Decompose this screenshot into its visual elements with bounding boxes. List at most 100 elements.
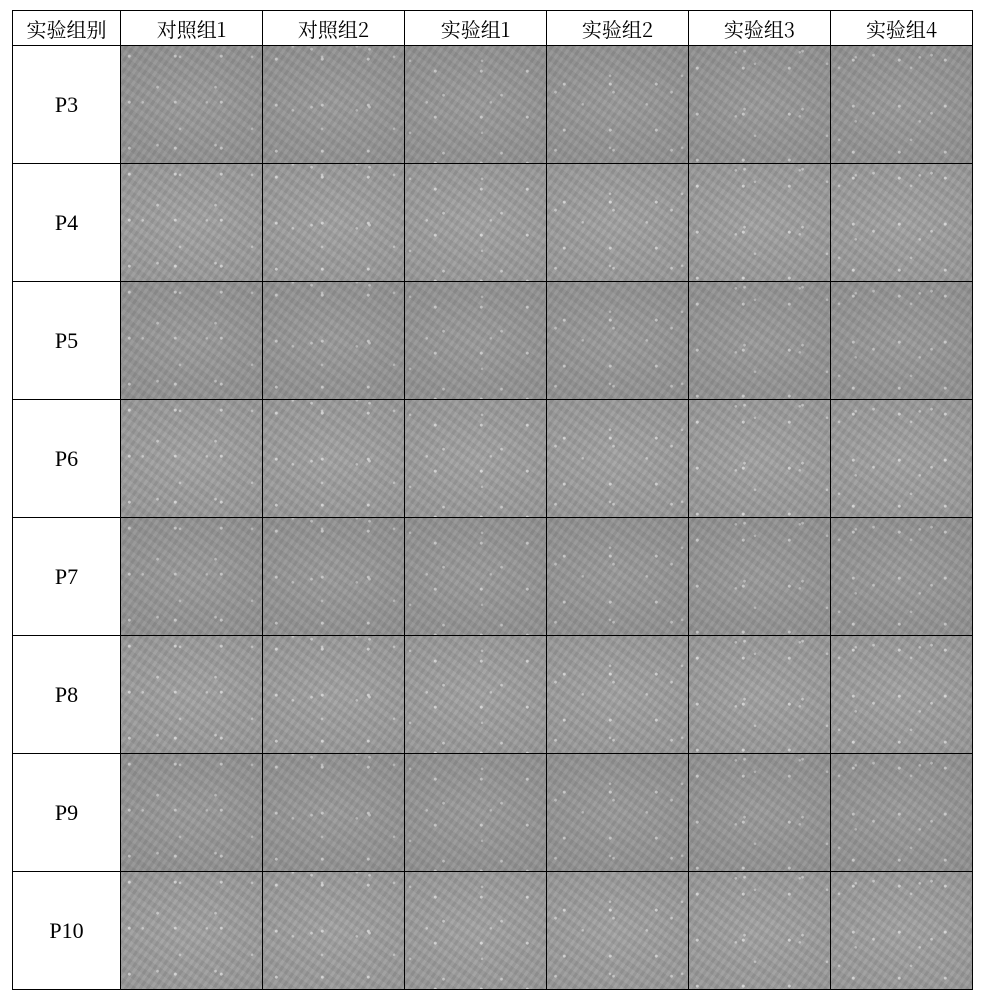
col-header: 对照组1 xyxy=(121,11,263,46)
micrograph-image xyxy=(831,872,972,989)
micrograph-image xyxy=(263,872,404,989)
micrograph-image xyxy=(405,636,546,753)
micrograph-image xyxy=(547,46,688,163)
micrograph-cell xyxy=(547,872,689,990)
micrograph-image xyxy=(263,46,404,163)
micrograph-image xyxy=(547,282,688,399)
table-row: P6 xyxy=(13,400,973,518)
grid-body: P3P4P5P6P7P8P9P10 xyxy=(13,46,973,990)
micrograph-image xyxy=(831,518,972,635)
micrograph-cell xyxy=(831,282,973,400)
micrograph-image xyxy=(121,282,262,399)
micrograph-cell xyxy=(689,754,831,872)
micrograph-image xyxy=(831,46,972,163)
micrograph-cell xyxy=(831,46,973,164)
micrograph-image xyxy=(689,164,830,281)
micrograph-cell xyxy=(689,46,831,164)
micrograph-cell xyxy=(263,518,405,636)
micrograph-image xyxy=(121,636,262,753)
micrograph-cell xyxy=(547,636,689,754)
micrograph-cell xyxy=(547,754,689,872)
micrograph-image xyxy=(689,872,830,989)
micrograph-cell xyxy=(547,164,689,282)
micrograph-image xyxy=(689,282,830,399)
col-header: 对照组2 xyxy=(263,11,405,46)
corner-header: 实验组别 xyxy=(13,11,121,46)
micrograph-cell xyxy=(121,872,263,990)
micrograph-cell xyxy=(831,518,973,636)
micrograph-cell xyxy=(121,400,263,518)
micrograph-image xyxy=(121,872,262,989)
micrograph-image xyxy=(121,400,262,517)
micrograph-image xyxy=(689,400,830,517)
table-row: P5 xyxy=(13,282,973,400)
micrograph-image xyxy=(547,754,688,871)
row-label: P8 xyxy=(13,636,121,754)
micrograph-image xyxy=(263,636,404,753)
table-row: P9 xyxy=(13,754,973,872)
col-header: 实验组2 xyxy=(547,11,689,46)
micrograph-image xyxy=(405,164,546,281)
micrograph-cell xyxy=(689,400,831,518)
col-header: 实验组1 xyxy=(405,11,547,46)
row-label: P6 xyxy=(13,400,121,518)
micrograph-cell xyxy=(405,282,547,400)
micrograph-cell xyxy=(405,164,547,282)
micrograph-cell xyxy=(405,872,547,990)
micrograph-cell xyxy=(689,282,831,400)
micrograph-image xyxy=(831,636,972,753)
micrograph-cell xyxy=(121,754,263,872)
micrograph-cell xyxy=(405,46,547,164)
micrograph-cell xyxy=(405,400,547,518)
micrograph-cell xyxy=(263,46,405,164)
micrograph-cell xyxy=(121,46,263,164)
micrograph-cell xyxy=(121,164,263,282)
table-row: P4 xyxy=(13,164,973,282)
micrograph-cell xyxy=(689,164,831,282)
col-header: 实验组3 xyxy=(689,11,831,46)
micrograph-cell xyxy=(121,636,263,754)
table-row: P3 xyxy=(13,46,973,164)
micrograph-image xyxy=(831,754,972,871)
micrograph-image xyxy=(405,46,546,163)
micrograph-image xyxy=(405,282,546,399)
micrograph-image xyxy=(831,400,972,517)
micrograph-image xyxy=(689,518,830,635)
micrograph-cell xyxy=(263,754,405,872)
micrograph-cell xyxy=(263,872,405,990)
micrograph-image xyxy=(263,400,404,517)
micrograph-cell xyxy=(405,518,547,636)
table-row: P10 xyxy=(13,872,973,990)
micrograph-cell xyxy=(263,400,405,518)
micrograph-image xyxy=(263,164,404,281)
experiment-micrograph-table: 实验组别 对照组1 对照组2 实验组1 实验组2 实验组3 实验组4 P3P4P… xyxy=(0,0,982,1000)
micrograph-cell xyxy=(547,46,689,164)
micrograph-cell xyxy=(263,164,405,282)
micrograph-image xyxy=(121,164,262,281)
micrograph-image xyxy=(689,754,830,871)
micrograph-image xyxy=(689,636,830,753)
micrograph-image xyxy=(547,872,688,989)
micrograph-image xyxy=(547,400,688,517)
table-row: P7 xyxy=(13,518,973,636)
micrograph-cell xyxy=(689,518,831,636)
micrograph-cell xyxy=(263,282,405,400)
micrograph-image xyxy=(263,518,404,635)
micrograph-image xyxy=(121,46,262,163)
micrograph-cell xyxy=(547,400,689,518)
micrograph-cell xyxy=(405,636,547,754)
micrograph-image xyxy=(405,872,546,989)
micrograph-cell xyxy=(689,872,831,990)
micrograph-image xyxy=(831,164,972,281)
micrograph-image xyxy=(547,518,688,635)
table-row: P8 xyxy=(13,636,973,754)
micrograph-cell xyxy=(121,282,263,400)
micrograph-cell xyxy=(831,754,973,872)
micrograph-image xyxy=(547,636,688,753)
col-header: 实验组4 xyxy=(831,11,973,46)
micrograph-cell xyxy=(831,164,973,282)
micrograph-cell xyxy=(831,872,973,990)
micrograph-image xyxy=(405,400,546,517)
micrograph-cell xyxy=(121,518,263,636)
micrograph-cell xyxy=(831,400,973,518)
